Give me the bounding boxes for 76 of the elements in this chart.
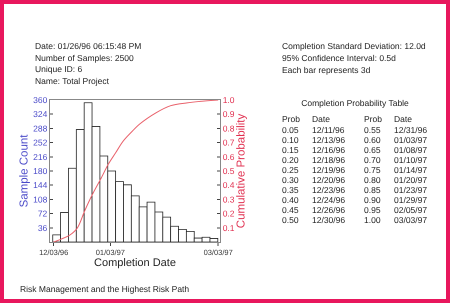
- x-axis-title: Completion Date: [94, 257, 176, 270]
- text: 95% Confidence Interval: 0.5d: [282, 53, 396, 63]
- text: 0.05: [282, 125, 299, 135]
- text: 0.45: [282, 205, 299, 215]
- y-tick-label: 360: [33, 94, 48, 105]
- text: 01/10/97: [394, 155, 428, 165]
- text: 0.15: [282, 145, 299, 155]
- text: 0.65: [364, 145, 381, 155]
- text: 0.25: [282, 165, 299, 175]
- y-tick-label: 36: [38, 222, 48, 233]
- text: 0.70: [364, 155, 381, 165]
- text: 0.75: [364, 165, 381, 175]
- text: 12/11/96: [312, 125, 344, 135]
- text: 0.20: [282, 155, 299, 165]
- y2-tick-label: 1.0: [222, 94, 235, 105]
- text: Name: Total Project: [35, 76, 110, 86]
- y2-tick-label: 0.2: [222, 208, 235, 219]
- text: 12/20/96: [312, 175, 346, 185]
- text: 01/08/97: [394, 145, 428, 155]
- y2-tick-label: 0.7: [222, 138, 235, 148]
- text: 01/14/97: [394, 165, 428, 175]
- y2-axis-title: Cumulative Probability: [235, 114, 248, 228]
- text: 0.30: [282, 175, 299, 185]
- text: 12/16/96: [312, 145, 346, 155]
- text: Prob: [282, 114, 300, 124]
- text: 1.00: [364, 215, 381, 225]
- text: Date: [312, 114, 330, 124]
- text: Each bar represents 3d: [282, 65, 370, 75]
- text: Risk Management and the Highest Risk Path: [20, 284, 190, 294]
- text: 12/30/96: [312, 215, 346, 225]
- text: Completion Standard Deviation: 12.0d: [282, 41, 426, 51]
- y2-tick-label: 0.3: [222, 194, 235, 204]
- text: 0.10: [282, 135, 299, 145]
- y-tick-label: 108: [33, 194, 48, 204]
- y2-tick-label: 0.4: [222, 180, 235, 190]
- text: Number of Samples: 2500: [35, 52, 134, 63]
- text: 12/24/96: [312, 195, 346, 205]
- text: 03/03/97: [394, 215, 428, 225]
- text: 0.80: [364, 175, 381, 185]
- text: 01/20/97: [394, 175, 428, 185]
- text: 01/03/97: [394, 135, 428, 145]
- text: Prob: [364, 114, 382, 124]
- text: 0.40: [282, 195, 299, 205]
- text: 01/29/97: [394, 195, 428, 205]
- text: 0.60: [364, 135, 381, 145]
- y2-tick-label: 0.1: [222, 222, 235, 233]
- text: 0.95: [364, 205, 381, 215]
- text: 12/26/96: [312, 205, 346, 215]
- text: 0.35: [282, 185, 299, 195]
- y2-tick-label: 0.9: [222, 109, 235, 120]
- y2-tick-label: 0.6: [222, 152, 235, 162]
- text: 0.55: [364, 125, 381, 135]
- y-tick-label: 252: [33, 138, 48, 148]
- y-tick-label: 288: [33, 123, 48, 134]
- y-tick-label: 144: [33, 180, 48, 190]
- y-tick-label: 324: [33, 109, 48, 120]
- text: 0.50: [282, 215, 299, 225]
- text: 0.90: [364, 195, 381, 205]
- text: 12/18/96: [312, 155, 346, 165]
- text: 12/23/96: [312, 185, 346, 195]
- y2-tick-label: 0.8: [222, 123, 235, 134]
- y-tick-label: 216: [33, 152, 48, 162]
- y-tick-label: 180: [33, 166, 48, 176]
- text: Date: 01/26/96 06:15:48 PM: [35, 41, 142, 51]
- text: Completion Probability Table: [301, 98, 409, 108]
- text: 12/31/96: [394, 125, 428, 135]
- y-axis-title: Sample Count: [18, 134, 31, 208]
- text: Date: [394, 114, 412, 124]
- text: 01/23/97: [394, 185, 428, 195]
- text: Unique ID: 6: [35, 64, 82, 74]
- text: 12/13/96: [312, 135, 346, 145]
- y-tick-label: 72: [38, 208, 48, 219]
- text: 0.85: [364, 185, 381, 195]
- text: 02/05/97: [394, 205, 428, 215]
- text: 12/19/96: [312, 165, 346, 175]
- y2-tick-label: 0.5: [222, 166, 235, 176]
